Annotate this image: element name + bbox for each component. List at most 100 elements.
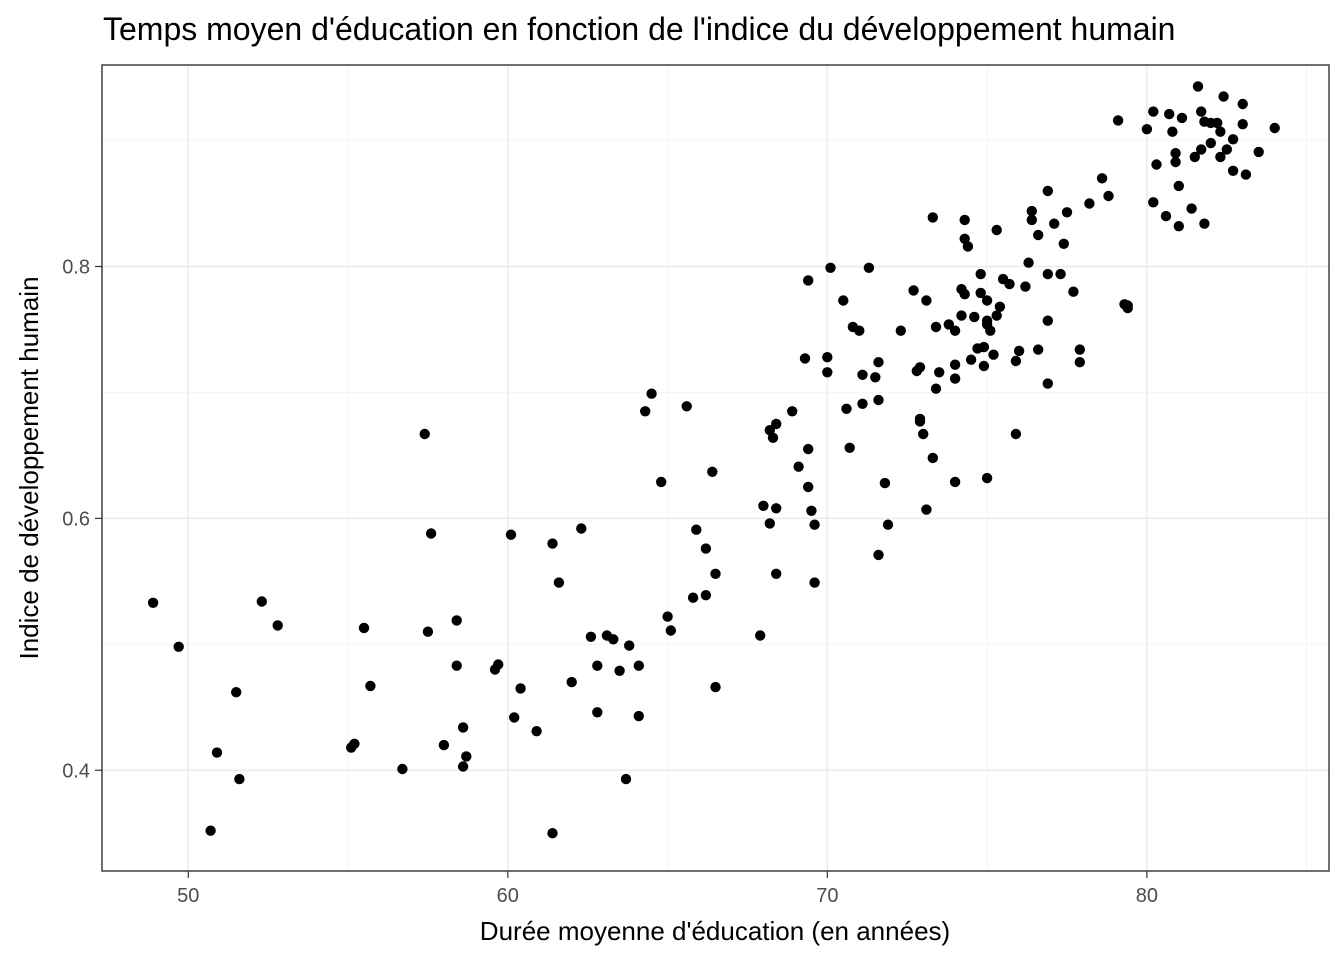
data-point: [1215, 151, 1226, 163]
data-point: [908, 285, 919, 296]
data-point: [809, 577, 820, 588]
data-point: [211, 747, 223, 758]
data-point: [755, 630, 766, 641]
data-point: [1167, 126, 1178, 137]
data-point: [451, 615, 462, 626]
data-point: [1189, 151, 1201, 163]
data-point: [1112, 115, 1124, 126]
data-point: [1084, 198, 1095, 209]
data-point: [509, 712, 520, 723]
data-point: [956, 310, 967, 321]
data-point: [873, 394, 884, 406]
data-point: [1055, 268, 1066, 280]
data-point: [1122, 300, 1133, 311]
data-point: [930, 321, 942, 333]
data-point: [838, 295, 849, 306]
data-point: [687, 592, 699, 603]
data-point: [1240, 169, 1252, 180]
data-point: [822, 367, 833, 378]
data-point: [1042, 315, 1054, 326]
data-point: [707, 466, 718, 477]
data-point: [959, 214, 970, 226]
data-point: [234, 773, 245, 785]
data-point: [1176, 112, 1188, 124]
data-point: [624, 640, 635, 651]
data-point: [515, 683, 526, 694]
data-points: [147, 81, 1280, 839]
data-point: [1170, 156, 1181, 168]
data-point: [1026, 205, 1038, 217]
x-tick-label: 50: [177, 885, 199, 907]
data-point: [419, 428, 430, 440]
data-point: [1074, 357, 1086, 368]
data-point: [1013, 345, 1025, 357]
x-tick-label: 80: [1136, 885, 1158, 907]
data-point: [1237, 119, 1248, 130]
data-point: [1196, 144, 1207, 155]
data-point: [857, 369, 868, 380]
data-point: [1170, 148, 1181, 159]
data-point: [397, 763, 408, 775]
data-point: [991, 224, 1002, 236]
plot-panel-border: [101, 64, 1330, 872]
data-point: [962, 241, 974, 252]
data-point: [461, 751, 472, 762]
data-point: [1269, 122, 1280, 134]
data-point: [1227, 134, 1239, 145]
data-point: [927, 452, 938, 464]
data-point: [1205, 137, 1217, 149]
data-point: [1199, 218, 1210, 229]
data-point: [975, 268, 986, 280]
data-point: [809, 519, 820, 530]
data-point: [965, 354, 977, 365]
data-point: [592, 660, 603, 671]
data-point: [930, 383, 942, 394]
data-point: [1049, 218, 1060, 229]
data-point: [1196, 106, 1207, 117]
data-point: [803, 275, 814, 286]
data-point: [681, 401, 692, 412]
data-point: [1237, 98, 1248, 110]
data-point: [566, 676, 577, 688]
data-point: [1042, 185, 1054, 197]
data-point: [771, 503, 782, 514]
data-point: [1173, 180, 1185, 192]
data-point: [700, 590, 712, 601]
data-point: [803, 481, 814, 493]
data-point: [614, 665, 625, 676]
axis-ticks: 50 60 70 80 0.4 0.6 0.8: [62, 257, 1158, 908]
y-tick-label: 0.8: [62, 257, 90, 279]
data-point: [767, 432, 779, 443]
data-point: [1227, 165, 1239, 176]
data-point: [991, 310, 1002, 321]
data-point: [787, 406, 798, 417]
data-point: [949, 476, 961, 488]
data-point: [1058, 238, 1070, 249]
data-point: [1026, 214, 1038, 226]
data-point: [691, 524, 702, 535]
data-point: [949, 325, 961, 336]
data-point: [914, 362, 926, 373]
data-point: [1004, 278, 1015, 290]
data-point: [985, 325, 996, 336]
data-point: [857, 398, 868, 409]
data-point: [803, 443, 814, 455]
grid-lines: [102, 65, 1329, 871]
data-point: [1010, 355, 1022, 367]
data-point: [1215, 126, 1226, 137]
data-point: [1186, 203, 1197, 214]
data-point: [949, 359, 961, 370]
data-point: [943, 319, 954, 330]
data-point: [457, 761, 469, 772]
data-point: [365, 680, 376, 692]
x-tick-label: 70: [816, 885, 838, 907]
data-point: [1164, 108, 1175, 120]
data-point: [256, 596, 267, 607]
data-point: [895, 325, 906, 336]
data-point: [927, 212, 938, 223]
data-point: [547, 828, 558, 839]
data-point: [505, 529, 517, 540]
data-point: [1042, 378, 1054, 389]
data-point: [1141, 124, 1153, 135]
